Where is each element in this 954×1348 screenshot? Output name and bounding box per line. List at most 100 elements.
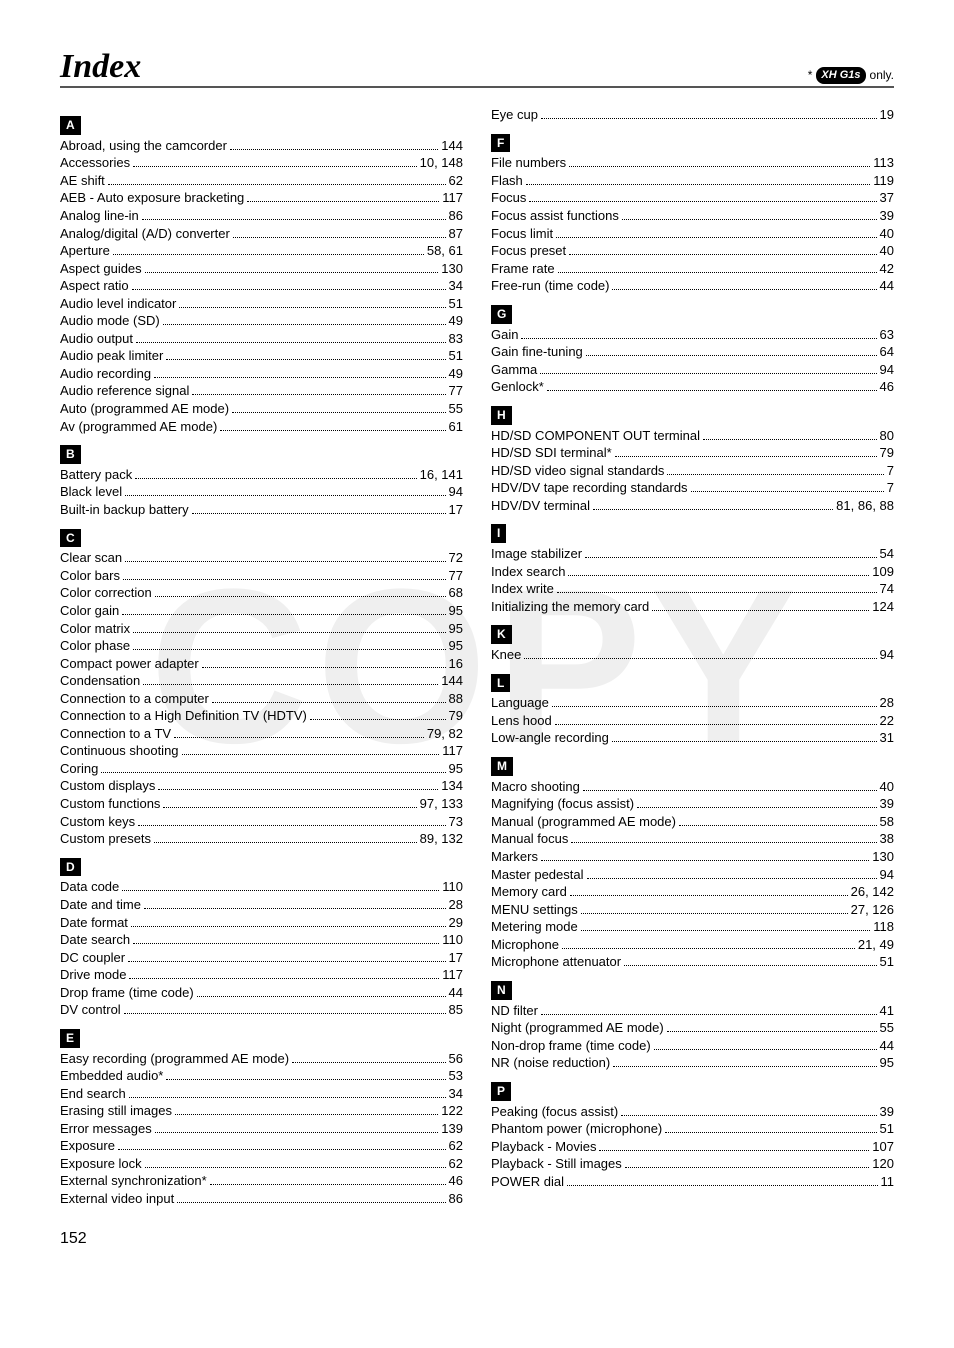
index-entry: Custom keys73 [60,813,463,831]
index-entry: Abroad, using the camcorder 144 [60,137,463,155]
index-entry: Flash119 [491,172,894,190]
entry-leader-dots [133,931,439,944]
entry-label: Color correction [60,584,152,602]
entry-label: Aperture [60,242,110,260]
entry-label: POWER dial [491,1173,564,1191]
entry-leader-dots [587,866,877,879]
index-entry: Erasing still images122 [60,1102,463,1120]
index-entry: Non-drop frame (time code)44 [491,1037,894,1055]
entry-leader-dots [128,949,446,962]
entry-pages: 31 [880,729,894,747]
entry-label: DC coupler [60,949,125,967]
entry-leader-dots [233,225,446,238]
entry-leader-dots [174,725,424,738]
entry-label: HD/SD SDI terminal* [491,444,612,462]
entry-pages: 95 [449,620,463,638]
entry-pages: 62 [449,1137,463,1155]
entry-label: Abroad, using the camcorder [60,137,227,155]
entry-label: Frame rate [491,260,555,278]
section-letter: B [60,445,81,464]
entry-pages: 94 [880,361,894,379]
index-entry: Condensation 144 [60,672,463,690]
entry-leader-dots [108,172,446,185]
entry-leader-dots [132,277,446,290]
index-entry: Easy recording (programmed AE mode)56 [60,1050,463,1068]
entry-leader-dots [612,277,876,290]
index-entry: Gain fine-tuning64 [491,343,894,361]
index-entry: Compact power adapter16 [60,655,463,673]
entry-pages: 62 [449,1155,463,1173]
entry-label: HDV/DV terminal [491,497,590,515]
entry-pages: 21, 49 [858,936,894,954]
entry-leader-dots [667,1019,877,1032]
entry-label: Microphone attenuator [491,953,621,971]
index-entry: Phantom power (microphone)51 [491,1120,894,1138]
entry-pages: 17 [449,949,463,967]
index-entry: Audio recording 49 [60,365,463,383]
index-entry: Aperture58, 61 [60,242,463,260]
entry-leader-dots [571,831,876,844]
entry-pages: 134 [441,777,463,795]
section-entries: Macro shooting40Magnifying (focus assist… [491,778,894,971]
section-entries: Easy recording (programmed AE mode)56Emb… [60,1050,463,1208]
entry-leader-dots [599,1138,869,1151]
entry-label: Non-drop frame (time code) [491,1037,651,1055]
entry-label: Gain [491,326,518,344]
index-entry: Microphone21, 49 [491,936,894,954]
entry-label: End search [60,1085,126,1103]
entry-leader-dots [118,1138,446,1151]
entry-label: Exposure [60,1137,115,1155]
entry-leader-dots [679,813,877,826]
index-entry: Connection to a High Definition TV (HDTV… [60,707,463,725]
entry-pages: 26, 142 [851,883,894,901]
entry-label: Condensation [60,672,140,690]
entry-pages: 80 [880,427,894,445]
entry-leader-dots [691,479,884,492]
entry-leader-dots [583,778,877,791]
entry-label: ND filter [491,1002,538,1020]
entry-pages: 49 [449,365,463,383]
section-letter: A [60,116,81,135]
section-entries: Peaking (focus assist)39Phantom power (m… [491,1103,894,1191]
entry-pages: 39 [880,795,894,813]
index-entry: Av (programmed AE mode)61 [60,418,463,436]
entry-pages: 130 [441,260,463,278]
index-entry: Audio output83 [60,330,463,348]
entry-pages: 51 [880,953,894,971]
index-entry: Peaking (focus assist)39 [491,1103,894,1121]
index-entry: Coring95 [60,760,463,778]
index-entry: Date and time28 [60,896,463,914]
entry-label: DV control [60,1001,121,1019]
entry-pages: 88 [449,690,463,708]
index-entry: Focus37 [491,189,894,207]
index-entry: Microphone attenuator 51 [491,953,894,971]
entry-pages: 144 [441,672,463,690]
index-entry: External synchronization*46 [60,1172,463,1190]
index-entry: Error messages139 [60,1120,463,1138]
model-logo: XH G1s [816,67,865,84]
entry-pages: 51 [880,1120,894,1138]
index-entry: Focus assist functions39 [491,207,894,225]
index-entry: Battery pack16, 141 [60,466,463,484]
entry-label: Aspect ratio [60,277,129,295]
entry-pages: 37 [880,189,894,207]
entry-pages: 124 [872,598,894,616]
entry-pages: 113 [873,154,894,172]
entry-pages: 144 [441,137,463,155]
entry-pages: 81, 86, 88 [836,497,894,515]
columns: AAbroad, using the camcorder144Accessori… [60,106,894,1208]
entry-pages: 11 [881,1173,895,1191]
entry-leader-dots [133,637,445,650]
entry-label: Drive mode [60,966,126,984]
entry-label: Audio recording [60,365,151,383]
index-entry: Genlock*46 [491,378,894,396]
section-letter: M [491,757,513,776]
entry-leader-dots [182,743,440,756]
entry-label: Aspect guides [60,260,142,278]
entry-leader-dots [129,1085,446,1098]
entry-pages: 40 [880,242,894,260]
entry-pages: 58 [880,813,894,831]
index-entry: Low-angle recording31 [491,729,894,747]
section-letter: K [491,625,512,644]
section-letter: N [491,981,512,1000]
